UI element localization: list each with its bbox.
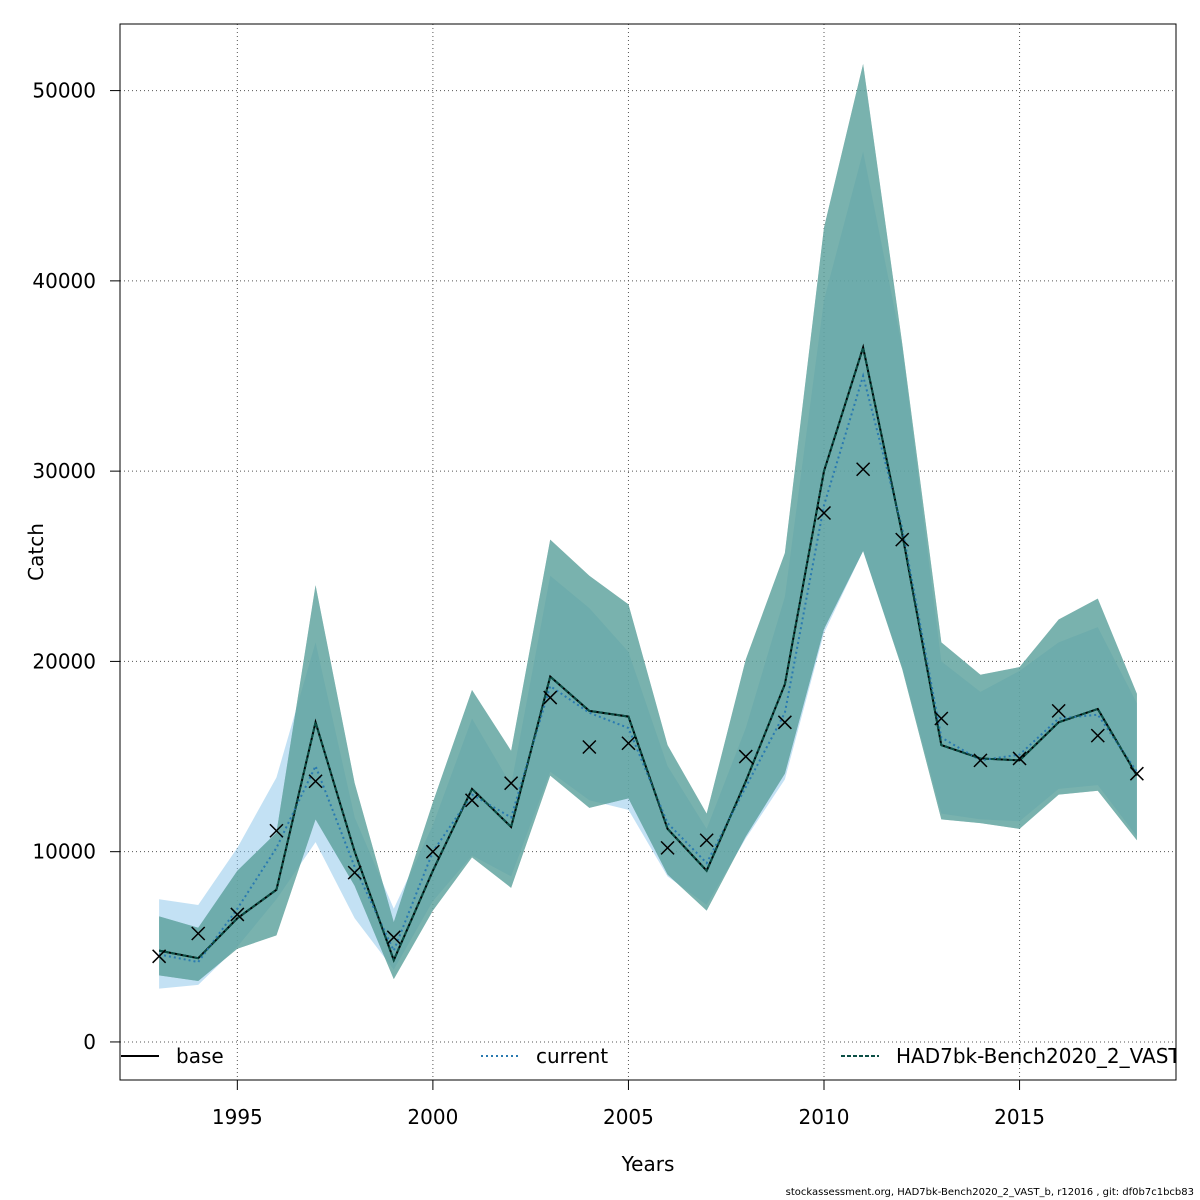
observed-point [934,711,949,726]
legend-label: current [536,1044,608,1068]
observed-point [1051,703,1066,718]
observed-point [1090,728,1105,743]
observed-point [191,926,206,941]
y-tick-label: 50000 [32,79,96,103]
y-axis-title: Catch [24,523,48,581]
observed-point [738,749,753,764]
ci-band-2 [159,63,1137,982]
observed-point [1129,766,1144,781]
y-tick-label: 20000 [32,649,96,673]
observed-point [425,844,440,859]
observed-point [973,753,988,768]
observed-point [504,776,519,791]
x-tick-label: 2000 [407,1105,458,1129]
x-axis-title: Years [621,1152,675,1176]
observed-point [816,505,832,521]
observed-point [386,930,401,945]
observed-point [1012,751,1027,766]
plot-frame [119,23,1177,1081]
x-axis: 1995 2000 2005 2010 2015 [212,1080,1045,1129]
observed-point [308,774,323,789]
ci-band-0 [159,151,1137,989]
observed-point [895,532,910,547]
observed-points [152,462,1144,964]
x-tick-label: 2010 [799,1105,850,1129]
series-lines [158,343,1138,964]
confidence-bands [159,63,1137,989]
observed-point [347,865,362,880]
series-line-2 [158,343,1138,963]
y-tick-label: 10000 [32,840,96,864]
observed-point [856,462,871,477]
observed-point [660,840,675,855]
y-tick-label: 30000 [32,459,96,483]
observed-point [152,949,167,964]
observed-point [621,736,636,751]
legend-label: HAD7bk-Bench2020_2_VAST_b [896,1044,1200,1068]
observed-point [777,715,792,730]
y-tick-label: 0 [83,1030,96,1054]
observed-point [269,823,284,838]
observed-point [699,833,714,848]
observed-point [543,690,558,705]
observed-point [230,907,245,922]
observed-point [464,793,480,808]
observed-point [582,739,597,755]
x-tick-label: 2005 [603,1105,654,1129]
y-axis: 0 10000 20000 30000 40000 50000 [32,79,120,1054]
x-tick-label: 1995 [212,1105,263,1129]
footer-credit: stockassessment.org, HAD7bk-Bench2020_2_… [785,1187,1194,1198]
legend-label: base [176,1044,224,1068]
x-tick-label: 2015 [994,1105,1045,1129]
legend: base current HAD7bk-Bench2020_2_VAST_b [121,1044,1200,1068]
y-tick-label: 40000 [32,269,96,293]
